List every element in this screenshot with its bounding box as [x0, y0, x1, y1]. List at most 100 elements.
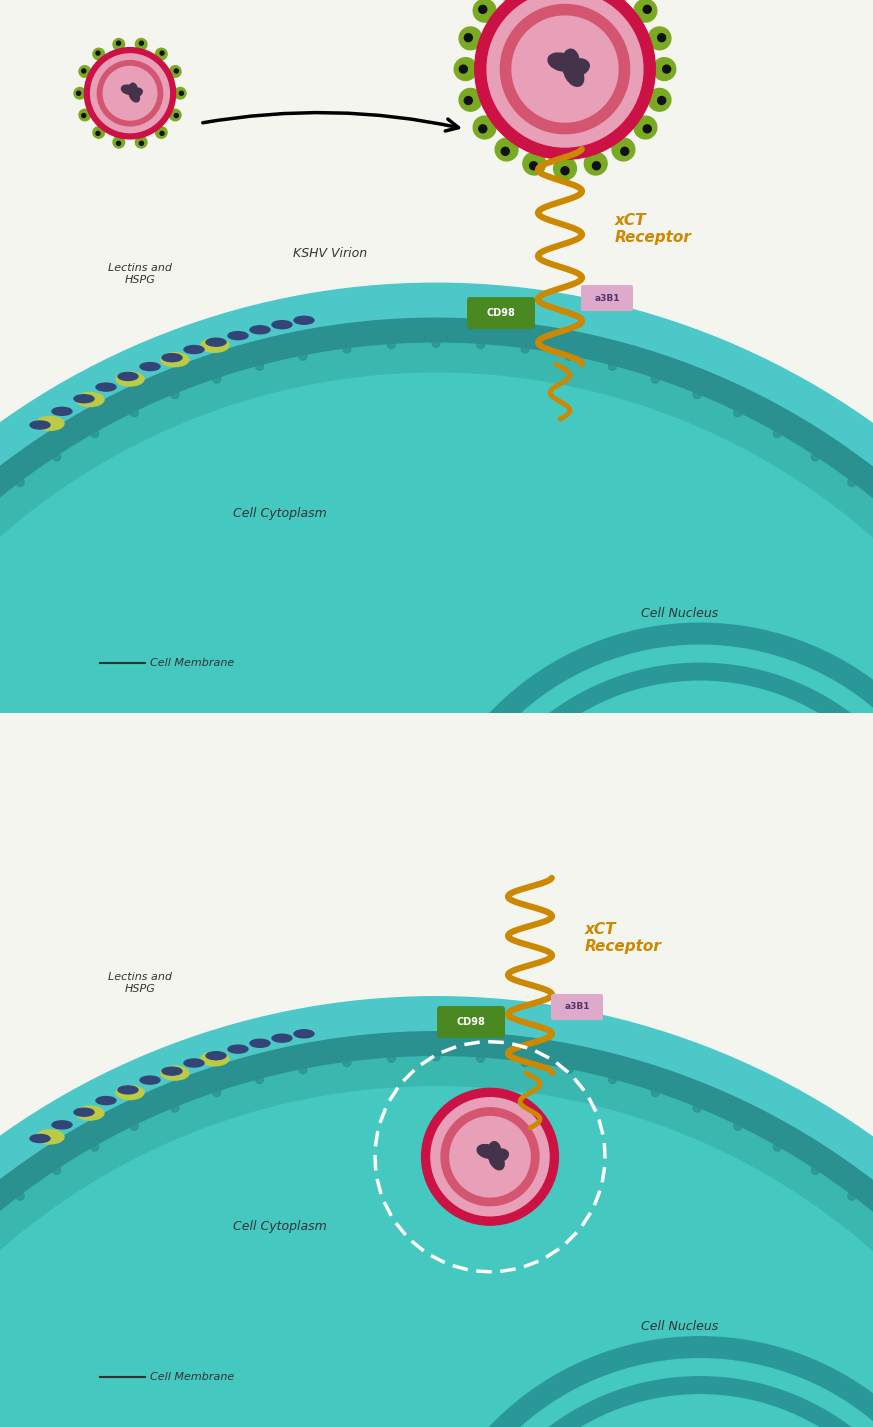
Ellipse shape: [76, 392, 104, 407]
Text: a3B1: a3B1: [564, 1002, 590, 1012]
Circle shape: [468, 1394, 873, 1427]
FancyBboxPatch shape: [467, 297, 535, 330]
Circle shape: [475, 0, 656, 160]
Circle shape: [734, 408, 742, 417]
Circle shape: [459, 88, 482, 111]
Ellipse shape: [184, 1059, 204, 1067]
Circle shape: [179, 91, 183, 96]
Circle shape: [169, 66, 181, 77]
Circle shape: [96, 51, 100, 56]
Circle shape: [512, 16, 618, 123]
Circle shape: [432, 645, 873, 1182]
Circle shape: [487, 0, 643, 147]
Circle shape: [608, 362, 616, 370]
Ellipse shape: [489, 1152, 505, 1170]
Text: Lectins and
HSPG: Lectins and HSPG: [108, 972, 172, 993]
Circle shape: [410, 1337, 873, 1427]
Ellipse shape: [250, 1039, 270, 1047]
Circle shape: [213, 1089, 221, 1096]
Circle shape: [175, 87, 186, 98]
Circle shape: [521, 1059, 529, 1066]
Circle shape: [0, 1032, 873, 1427]
Ellipse shape: [52, 407, 72, 415]
Circle shape: [584, 153, 607, 176]
Circle shape: [693, 1104, 701, 1112]
Ellipse shape: [162, 1067, 182, 1075]
Circle shape: [130, 408, 138, 417]
Circle shape: [648, 88, 671, 111]
Circle shape: [0, 1087, 873, 1427]
Circle shape: [811, 452, 820, 461]
Circle shape: [473, 116, 496, 138]
Circle shape: [663, 66, 670, 73]
Circle shape: [135, 39, 147, 50]
Circle shape: [432, 1359, 873, 1427]
Circle shape: [113, 137, 125, 148]
Circle shape: [561, 167, 569, 174]
Circle shape: [17, 1192, 24, 1200]
Text: xCT
Receptor: xCT Receptor: [585, 922, 662, 955]
Circle shape: [648, 27, 671, 50]
Circle shape: [79, 66, 91, 77]
Circle shape: [495, 138, 518, 161]
Circle shape: [91, 1143, 99, 1152]
Circle shape: [130, 1122, 138, 1130]
Ellipse shape: [489, 1149, 508, 1163]
Circle shape: [171, 391, 179, 398]
Circle shape: [82, 114, 86, 117]
Circle shape: [565, 352, 573, 360]
Circle shape: [643, 124, 651, 133]
Ellipse shape: [96, 382, 116, 391]
Circle shape: [388, 1055, 395, 1062]
Ellipse shape: [478, 1144, 497, 1159]
Circle shape: [653, 57, 676, 80]
Ellipse shape: [228, 331, 248, 340]
Circle shape: [213, 375, 221, 382]
Circle shape: [171, 1104, 179, 1112]
Ellipse shape: [272, 321, 292, 328]
Text: a3B1: a3B1: [595, 294, 620, 303]
Circle shape: [651, 375, 659, 382]
Circle shape: [450, 664, 873, 1163]
Circle shape: [478, 6, 487, 13]
Circle shape: [634, 0, 656, 21]
Circle shape: [848, 1192, 856, 1200]
Circle shape: [450, 1116, 530, 1197]
Circle shape: [773, 1143, 781, 1152]
Circle shape: [93, 127, 105, 138]
Circle shape: [734, 1122, 742, 1130]
Circle shape: [0, 283, 873, 1427]
Ellipse shape: [206, 338, 226, 347]
Ellipse shape: [121, 86, 134, 94]
Circle shape: [98, 60, 162, 126]
Text: Cell Membrane: Cell Membrane: [150, 1371, 234, 1381]
Circle shape: [530, 161, 538, 170]
Circle shape: [0, 344, 873, 1427]
Circle shape: [117, 41, 120, 46]
Circle shape: [117, 141, 120, 146]
Circle shape: [565, 1066, 573, 1073]
Ellipse shape: [488, 1142, 501, 1162]
Ellipse shape: [563, 59, 589, 77]
Circle shape: [17, 478, 24, 487]
Circle shape: [103, 67, 157, 120]
Circle shape: [256, 1076, 264, 1083]
Ellipse shape: [548, 53, 574, 71]
Circle shape: [299, 352, 307, 360]
Circle shape: [432, 340, 440, 347]
Ellipse shape: [294, 317, 314, 324]
Ellipse shape: [206, 1052, 226, 1060]
Ellipse shape: [162, 354, 182, 361]
Circle shape: [523, 153, 546, 176]
Circle shape: [521, 345, 529, 352]
Ellipse shape: [161, 352, 189, 367]
Circle shape: [410, 624, 873, 1203]
Circle shape: [422, 1089, 559, 1226]
Ellipse shape: [184, 345, 204, 354]
Circle shape: [140, 141, 143, 146]
Circle shape: [441, 1107, 539, 1206]
Circle shape: [643, 6, 651, 13]
Circle shape: [175, 114, 178, 117]
Text: Cell Cytoplasm: Cell Cytoplasm: [233, 1220, 327, 1233]
Circle shape: [96, 131, 100, 136]
